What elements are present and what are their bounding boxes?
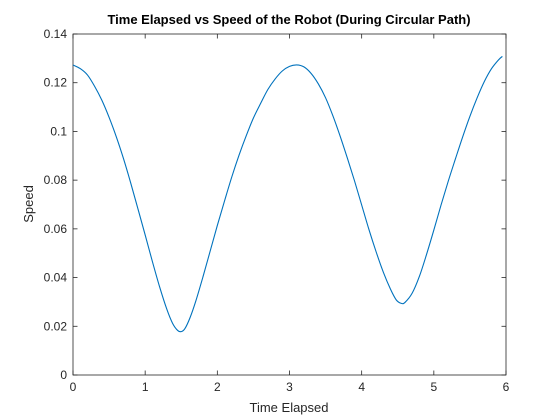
x-tick-label: 3: [286, 380, 293, 394]
x-axis-label: Time Elapsed: [250, 400, 329, 415]
y-tick-label: 0.02: [44, 319, 68, 333]
x-tick-label: 0: [70, 380, 77, 394]
x-tick-label: 6: [503, 380, 510, 394]
chart-title: Time Elapsed vs Speed of the Robot (Duri…: [107, 12, 470, 27]
x-tick-label: 2: [214, 380, 221, 394]
y-tick-label: 0: [60, 368, 67, 382]
y-axis-label: Speed: [21, 185, 36, 223]
y-tick-label: 0.04: [44, 271, 68, 285]
x-axis: 0 1 2 3 4 5 6: [70, 34, 510, 394]
x-tick-label: 5: [430, 380, 437, 394]
x-tick-label: 4: [358, 380, 365, 394]
y-tick-label: 0.1: [50, 124, 67, 138]
plot-area: [72, 33, 507, 376]
x-tick-label: 1: [142, 380, 149, 394]
y-tick-label: 0.14: [44, 27, 68, 41]
speed-series-line: [72, 55, 503, 333]
y-tick-label: 0.08: [44, 173, 68, 187]
y-tick-label: 0.12: [44, 76, 68, 90]
y-axis: 0 0.02 0.04 0.06 0.08 0.1 0.12 0.14: [44, 27, 506, 382]
y-tick-label: 0.06: [44, 222, 68, 236]
